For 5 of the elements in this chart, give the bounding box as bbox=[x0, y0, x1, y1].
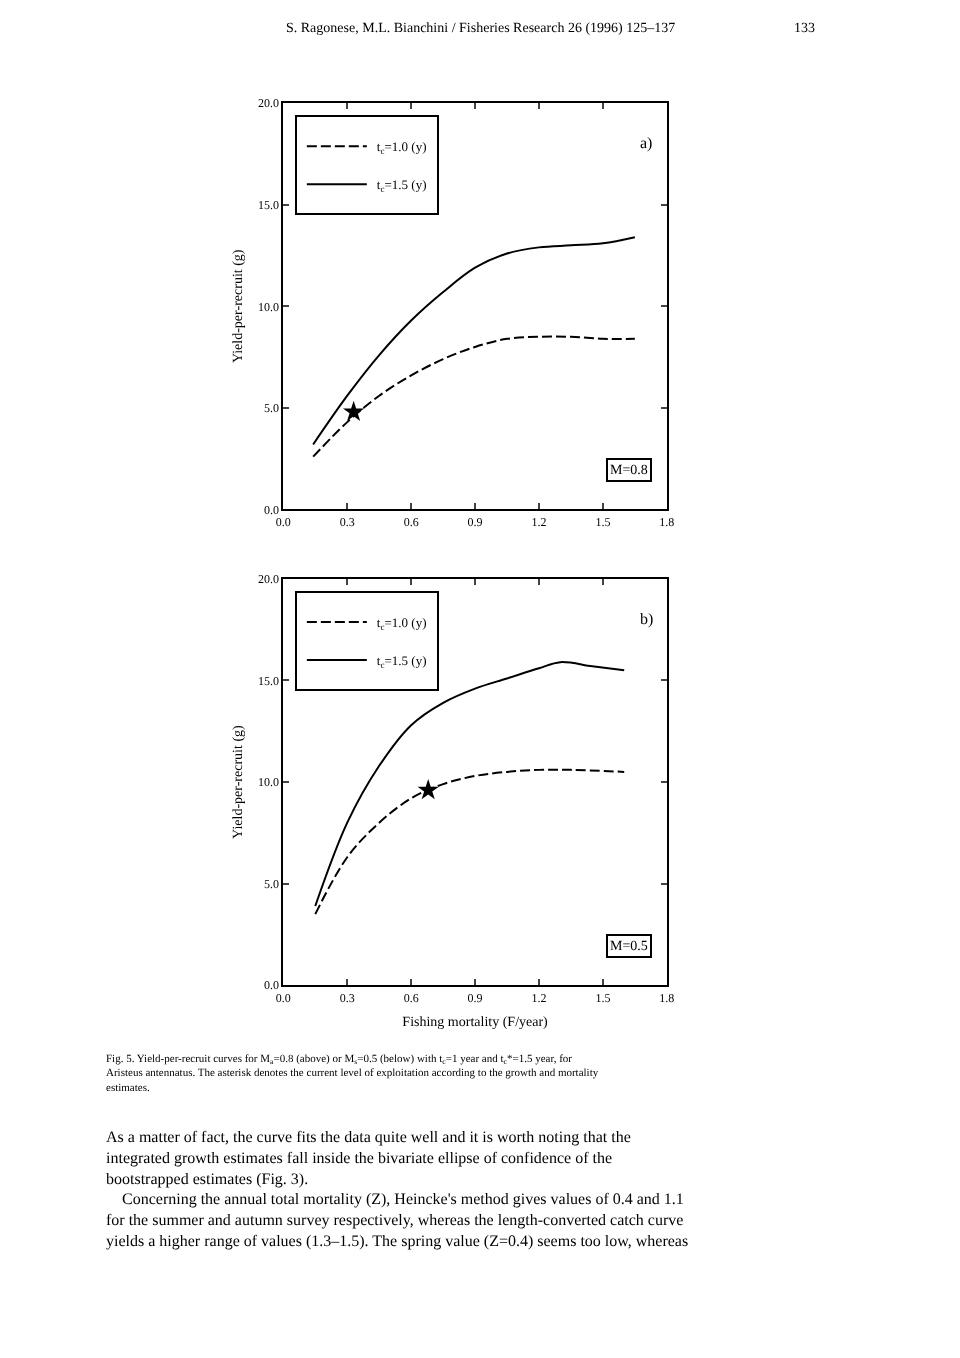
line-series bbox=[312, 236, 636, 446]
annotation: a) bbox=[640, 134, 654, 152]
text: As a matter of fact, the curve fits the data quite well and it is worth noting that the integrated growth estimates fall inside the bivariate ellipse of confidence of the bootstrapped estimates (Fig. 3). Concerning the annual total mortality (Z), Heincke's method gives values of 0.4 and 1.1 for the summer and autumn survey respectively, whereas the length-converted catch curve yields a higher range of values (1.3–1.5). The spring value (Z=0.4) seems too low, whereas bbox=[106, 1128, 689, 1250]
line-series bbox=[312, 335, 636, 458]
annotation: b) bbox=[640, 610, 654, 628]
